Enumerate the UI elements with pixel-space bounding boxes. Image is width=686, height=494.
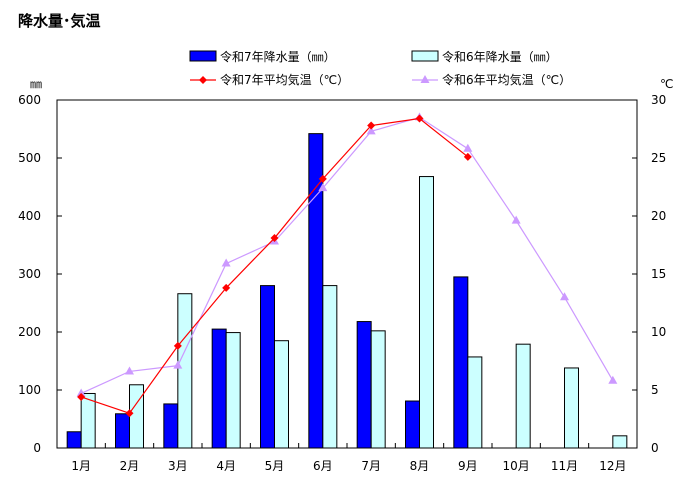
left-axis-tick-label: 100: [18, 383, 41, 397]
bar-r6-precip: [467, 356, 483, 449]
left-axis-unit: ㎜: [30, 77, 42, 91]
right-axis-tick-label: 20: [651, 209, 666, 223]
x-axis-label: 6月: [313, 459, 333, 473]
bar-r6-precip: [612, 435, 628, 449]
point-r6-temp: [511, 215, 521, 224]
point-r6-temp: [318, 183, 328, 192]
left-axis-tick-label: 400: [18, 209, 41, 223]
point-r7-temp: [222, 283, 231, 292]
legend: 令和7年降水量（㎜） 令和6年降水量（㎜） 令和7年平均気温（℃） 令和6年平均気温（…: [189, 49, 571, 87]
right-axis-tick-label: 10: [651, 325, 666, 339]
bar-r6-precip: [225, 332, 241, 449]
right-axis-tick-label: 25: [651, 151, 666, 165]
chart-title: 降水量･気温: [18, 12, 101, 30]
x-axis-label: 8月: [410, 459, 430, 473]
right-axis-tick-label: 30: [651, 93, 666, 107]
point-r6-temp: [76, 388, 86, 397]
right-axis-unit: ℃: [660, 77, 673, 91]
bar-r7-precip: [115, 413, 130, 449]
left-axis-tick-label: 0: [33, 441, 41, 455]
x-axis-label: 9月: [458, 459, 478, 473]
bar-r6-precip: [564, 367, 579, 449]
bar-r6-precip: [515, 343, 531, 449]
bar-r7-precip: [453, 276, 469, 449]
bar-r6-precip: [370, 330, 386, 449]
point-r7-temp: [270, 234, 279, 243]
bar-r7-precip: [163, 403, 179, 449]
left-axis-tick-label: 500: [18, 151, 41, 165]
x-axis-label: 10月: [503, 459, 530, 473]
point-r6-temp: [608, 375, 618, 384]
x-axis-label: 4月: [216, 459, 236, 473]
point-r6-temp: [560, 292, 569, 301]
line-r6-temp: [80, 116, 614, 395]
legend-marker: [420, 75, 430, 83]
bar-r7-precip: [211, 328, 227, 449]
legend-swatch: [189, 50, 217, 62]
left-axis-tick-label: 300: [18, 267, 41, 281]
legend-label: 令和6年降水量（㎜）: [442, 49, 558, 64]
point-r7-temp: [415, 114, 424, 123]
point-r6-temp: [173, 360, 183, 369]
point-r6-temp: [366, 126, 376, 135]
x-axis-label: 5月: [265, 459, 285, 473]
left-axis-tick-label: 600: [18, 93, 41, 107]
bar-r7-precip: [260, 285, 275, 449]
point-r6-temp: [125, 366, 134, 375]
bar-r7-precip: [405, 400, 420, 449]
point-r6-temp: [463, 143, 473, 152]
point-r7-temp: [125, 409, 134, 418]
x-axis-label: 1月: [71, 459, 91, 473]
x-axis-label: 2月: [120, 459, 140, 473]
legend-label: 令和6年平均気温（℃）: [442, 72, 571, 87]
x-axis-label: 7月: [361, 459, 381, 473]
bar-r6-precip: [129, 384, 144, 449]
right-axis-tick-label: 15: [651, 267, 666, 281]
legend-marker: [199, 76, 207, 84]
bar-r6-precip: [322, 285, 338, 449]
point-r6-temp: [221, 258, 231, 267]
point-r7-temp: [463, 152, 472, 161]
legend-label: 令和7年降水量（㎜）: [220, 49, 336, 64]
legend-label: 令和7年平均気温（℃）: [220, 72, 349, 87]
x-axis-label: 11月: [551, 459, 578, 473]
bar-r6-precip: [177, 293, 193, 449]
point-r7-temp: [77, 392, 86, 401]
point-r7-temp: [318, 174, 327, 183]
right-axis-tick-label: 5: [651, 383, 659, 397]
right-axis-tick-label: 0: [651, 441, 659, 455]
bar-r7-precip: [66, 431, 82, 449]
x-axis-label: 12月: [599, 459, 626, 473]
bar-r6-precip: [419, 176, 434, 449]
bar-r7-precip: [356, 321, 372, 449]
point-r7-temp: [367, 121, 376, 130]
bar-r6-precip: [274, 340, 289, 449]
left-axis-tick-label: 200: [18, 325, 41, 339]
point-r7-temp: [173, 341, 182, 350]
legend-swatch: [411, 50, 439, 62]
x-axis-label: 3月: [168, 459, 188, 473]
bar-r6-precip: [80, 392, 96, 449]
